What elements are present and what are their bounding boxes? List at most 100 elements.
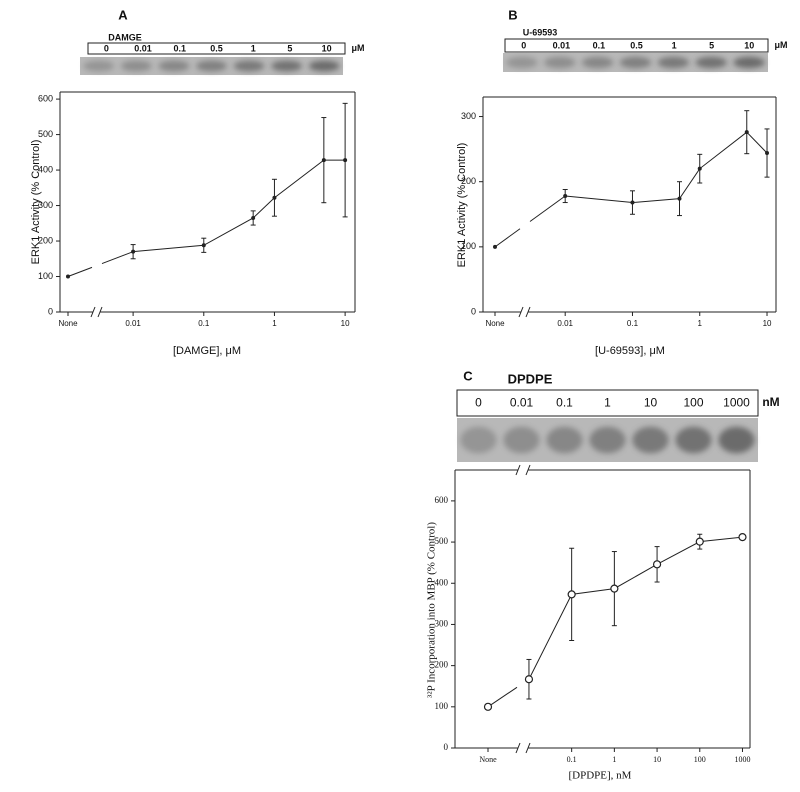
blot-lane-label: 10 bbox=[322, 43, 332, 53]
y-tick-label: 0 bbox=[444, 742, 449, 752]
axis-break bbox=[515, 464, 521, 476]
data-point bbox=[563, 194, 568, 199]
lane-label-box bbox=[87, 42, 346, 55]
blot-lane-label: 10 bbox=[744, 40, 754, 50]
panel: B U-69593 0 0.01 0.1 0.5 1 5 10 μM 0 100 200 300 0.01 0… bbox=[456, 7, 788, 356]
blot-band bbox=[589, 426, 626, 454]
blot-lane-label: 0.1 bbox=[174, 43, 187, 53]
blot-band bbox=[506, 56, 538, 69]
y-tick-label: 600 bbox=[435, 495, 449, 505]
y-tick-label: 0 bbox=[48, 306, 53, 316]
blot-unit: nM bbox=[762, 395, 779, 409]
y-tick-label: 100 bbox=[38, 271, 53, 281]
axis-break bbox=[90, 306, 96, 318]
x-axis-label: [DPDPE], nM bbox=[569, 770, 632, 782]
data-point bbox=[483, 702, 493, 711]
x-tick-label: 100 bbox=[694, 755, 706, 764]
panel-label: A bbox=[118, 7, 128, 22]
x-tick-label: 1 bbox=[698, 319, 703, 328]
y-tick-label: 600 bbox=[38, 93, 53, 103]
blot-band bbox=[83, 60, 115, 72]
x-tick-label: None bbox=[58, 319, 78, 328]
blot-lane-label: 0.1 bbox=[556, 396, 573, 410]
data-point bbox=[567, 590, 576, 599]
x-tick-label: None bbox=[485, 319, 505, 328]
x-tick-label: 10 bbox=[763, 319, 772, 328]
axis-break bbox=[525, 464, 531, 476]
connector bbox=[494, 228, 521, 248]
blot-lane-label: 1 bbox=[251, 43, 256, 53]
data-point bbox=[744, 130, 749, 135]
blot-band bbox=[544, 56, 576, 69]
blot-band bbox=[233, 60, 265, 72]
y-tick-label: 300 bbox=[435, 619, 449, 629]
connector bbox=[487, 686, 518, 708]
blot-band bbox=[675, 426, 712, 454]
blot-lane-label: 1000 bbox=[723, 396, 750, 410]
x-tick-label: 10 bbox=[653, 755, 661, 764]
y-tick-label: 500 bbox=[435, 536, 449, 546]
data-point bbox=[524, 675, 534, 684]
blot-band bbox=[733, 56, 765, 69]
blot-lane-label: 0.1 bbox=[593, 40, 606, 50]
blot-band bbox=[308, 60, 340, 72]
connector bbox=[67, 266, 93, 277]
blot-unit: μM bbox=[774, 40, 787, 50]
data-point bbox=[630, 200, 635, 205]
blot-lane-label: 1 bbox=[604, 396, 611, 410]
blot-lane-label: 100 bbox=[683, 396, 703, 410]
y-tick-label: 500 bbox=[38, 129, 53, 139]
y-tick-label: 200 bbox=[38, 235, 53, 245]
x-tick-label: 10 bbox=[341, 319, 350, 328]
x-tick-label: 1 bbox=[272, 319, 277, 328]
data-line bbox=[565, 131, 768, 204]
data-point bbox=[251, 215, 256, 220]
axis-break bbox=[525, 742, 531, 754]
data-point bbox=[201, 243, 206, 248]
x-axis-label: [DAMGE], μM bbox=[173, 345, 241, 357]
data-line bbox=[133, 159, 346, 253]
lane-label-box bbox=[456, 389, 759, 417]
y-tick-label: 300 bbox=[38, 200, 53, 210]
y-tick-label: 0 bbox=[471, 306, 476, 316]
axis-break bbox=[525, 306, 531, 318]
blot-lane-label: 0.01 bbox=[134, 43, 152, 53]
y-axis-label: ³²P Incorporation into MBP (% Control) bbox=[426, 522, 438, 698]
data-point bbox=[66, 274, 70, 279]
data-point bbox=[610, 584, 619, 593]
blot-band bbox=[158, 60, 190, 72]
blot-band bbox=[546, 426, 583, 454]
axis-break bbox=[518, 306, 524, 318]
x-axis-label: [U-69593], μM bbox=[595, 345, 665, 357]
blot-band bbox=[657, 56, 690, 69]
y-tick-label: 200 bbox=[461, 176, 476, 186]
x-tick-label: 0.01 bbox=[557, 319, 573, 328]
x-tick-label: 0.01 bbox=[125, 319, 141, 328]
x-tick-label: 0.1 bbox=[198, 319, 210, 328]
lane-label-box bbox=[504, 38, 769, 53]
blot-lane-label: 0 bbox=[104, 43, 109, 53]
y-tick-label: 100 bbox=[435, 701, 449, 711]
blot-band bbox=[196, 60, 227, 72]
panel-label: C bbox=[463, 368, 473, 383]
blot-title: DAMGE bbox=[108, 32, 142, 42]
x-tick-label: 1 bbox=[612, 755, 616, 764]
blot-band bbox=[460, 426, 497, 454]
blot-lane-label: 0.5 bbox=[210, 43, 223, 53]
data-point bbox=[131, 249, 136, 254]
blot-band bbox=[695, 56, 727, 69]
blot-lane-label: 0.01 bbox=[553, 40, 571, 50]
blot-lane-label: 0.5 bbox=[630, 40, 643, 50]
blot-lane-label: 5 bbox=[709, 40, 714, 50]
panel: C DPDPE 0 0.01 0.1 1 10 100 1000 nM 0 100 200 300 400 5… bbox=[426, 368, 780, 781]
data-point bbox=[321, 158, 326, 163]
data-point bbox=[765, 151, 770, 156]
blot-unit: μM bbox=[351, 43, 364, 53]
blot-band bbox=[619, 56, 652, 69]
blot-title: DPDPE bbox=[508, 371, 553, 386]
blot-lane-label: 5 bbox=[287, 43, 292, 53]
blot-band bbox=[503, 426, 540, 454]
data-point bbox=[652, 560, 662, 569]
x-tick-label: 0.1 bbox=[627, 319, 639, 328]
